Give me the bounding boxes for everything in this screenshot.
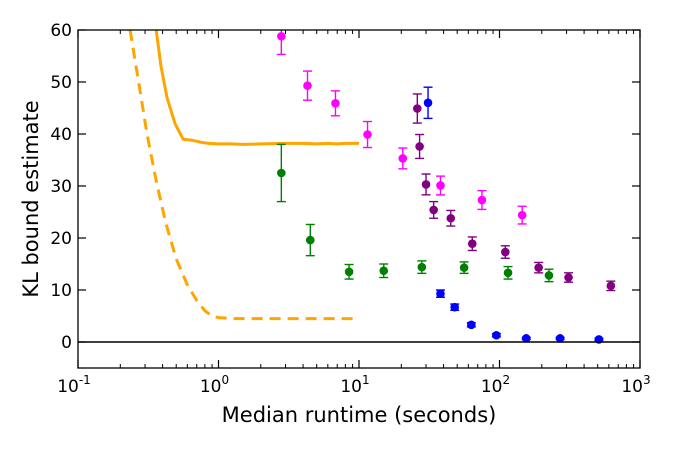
- point-marker: [501, 247, 510, 257]
- point-marker: [331, 99, 340, 108]
- data-point: [477, 189, 487, 211]
- x-axis-label: Median runtime (seconds): [222, 403, 497, 427]
- point-marker: [436, 181, 445, 190]
- y-axis-label: KL bound estimate: [19, 100, 43, 297]
- point-marker: [459, 263, 469, 272]
- data-point: [276, 143, 286, 203]
- y-tick-label: 30: [50, 177, 72, 197]
- data-point: [517, 205, 527, 225]
- point-marker: [436, 289, 445, 298]
- point-marker: [305, 235, 315, 245]
- data-point: [500, 245, 510, 259]
- data-point: [534, 261, 544, 274]
- data-point: [564, 272, 574, 283]
- x-tick-label: 102: [481, 373, 510, 397]
- data-point: [421, 173, 431, 196]
- point-marker: [303, 81, 312, 90]
- data-point: [417, 260, 427, 275]
- y-tick-label: 40: [50, 125, 72, 145]
- curve-solid-1: [154, 30, 359, 146]
- data-point: [450, 302, 460, 312]
- data-point: [330, 90, 340, 117]
- point-marker: [555, 334, 565, 343]
- data-point: [303, 70, 313, 101]
- data-point: [415, 133, 425, 160]
- data-point: [429, 200, 439, 219]
- point-marker: [564, 273, 573, 282]
- curve-dashed-2: [128, 30, 359, 321]
- y-tick-label: 60: [50, 21, 72, 41]
- data-point: [446, 209, 456, 227]
- point-marker: [446, 213, 456, 223]
- x-tick-label: 100: [200, 373, 229, 397]
- x-tick-label: 10-1: [57, 373, 91, 397]
- point-marker: [421, 180, 431, 189]
- data-point: [466, 320, 476, 330]
- point-marker: [379, 266, 389, 276]
- data-point: [412, 93, 422, 124]
- data-point: [467, 236, 477, 252]
- point-marker: [521, 334, 531, 343]
- data-point: [435, 175, 445, 196]
- x-tick-label: 103: [621, 373, 650, 397]
- data-point: [544, 268, 554, 283]
- point-marker: [363, 130, 372, 139]
- data-point: [503, 265, 513, 280]
- point-marker: [467, 239, 477, 249]
- point-marker: [534, 263, 543, 272]
- points-layer: [276, 30, 616, 344]
- y-tick-label: 50: [50, 73, 72, 93]
- y-tick-label: 0: [61, 333, 72, 353]
- point-marker: [450, 302, 460, 312]
- data-point: [363, 120, 373, 149]
- x-axis-ticks: 10-1 100 101 102 103: [57, 30, 651, 397]
- y-axis-ticks: 0 10 20 30 40 50 60: [50, 21, 640, 353]
- point-marker: [413, 104, 422, 113]
- point-marker: [417, 262, 427, 272]
- data-point: [459, 261, 469, 275]
- point-marker: [517, 210, 527, 220]
- point-marker: [277, 168, 286, 178]
- x-tick-label: 101: [340, 373, 369, 397]
- data-point: [606, 280, 616, 292]
- point-marker: [477, 195, 487, 205]
- data-point: [491, 330, 501, 340]
- point-marker: [429, 205, 438, 215]
- data-point: [398, 147, 408, 170]
- curves-layer: [128, 30, 359, 321]
- point-marker: [544, 271, 554, 280]
- data-point: [555, 334, 565, 343]
- y-tick-label: 10: [50, 281, 72, 301]
- point-marker: [606, 281, 616, 291]
- data-point: [276, 30, 286, 56]
- data-point: [435, 289, 445, 298]
- point-marker: [423, 98, 433, 108]
- point-marker: [277, 31, 286, 41]
- point-marker: [344, 267, 354, 277]
- data-point: [521, 334, 531, 343]
- point-marker: [492, 330, 501, 340]
- data-point: [344, 263, 354, 280]
- point-marker: [503, 268, 513, 278]
- point-marker: [467, 320, 476, 330]
- data-point: [423, 86, 433, 120]
- data-point: [379, 263, 389, 279]
- y-tick-label: 20: [50, 229, 72, 249]
- point-marker: [398, 154, 408, 163]
- data-point: [305, 223, 315, 257]
- point-marker: [415, 142, 424, 151]
